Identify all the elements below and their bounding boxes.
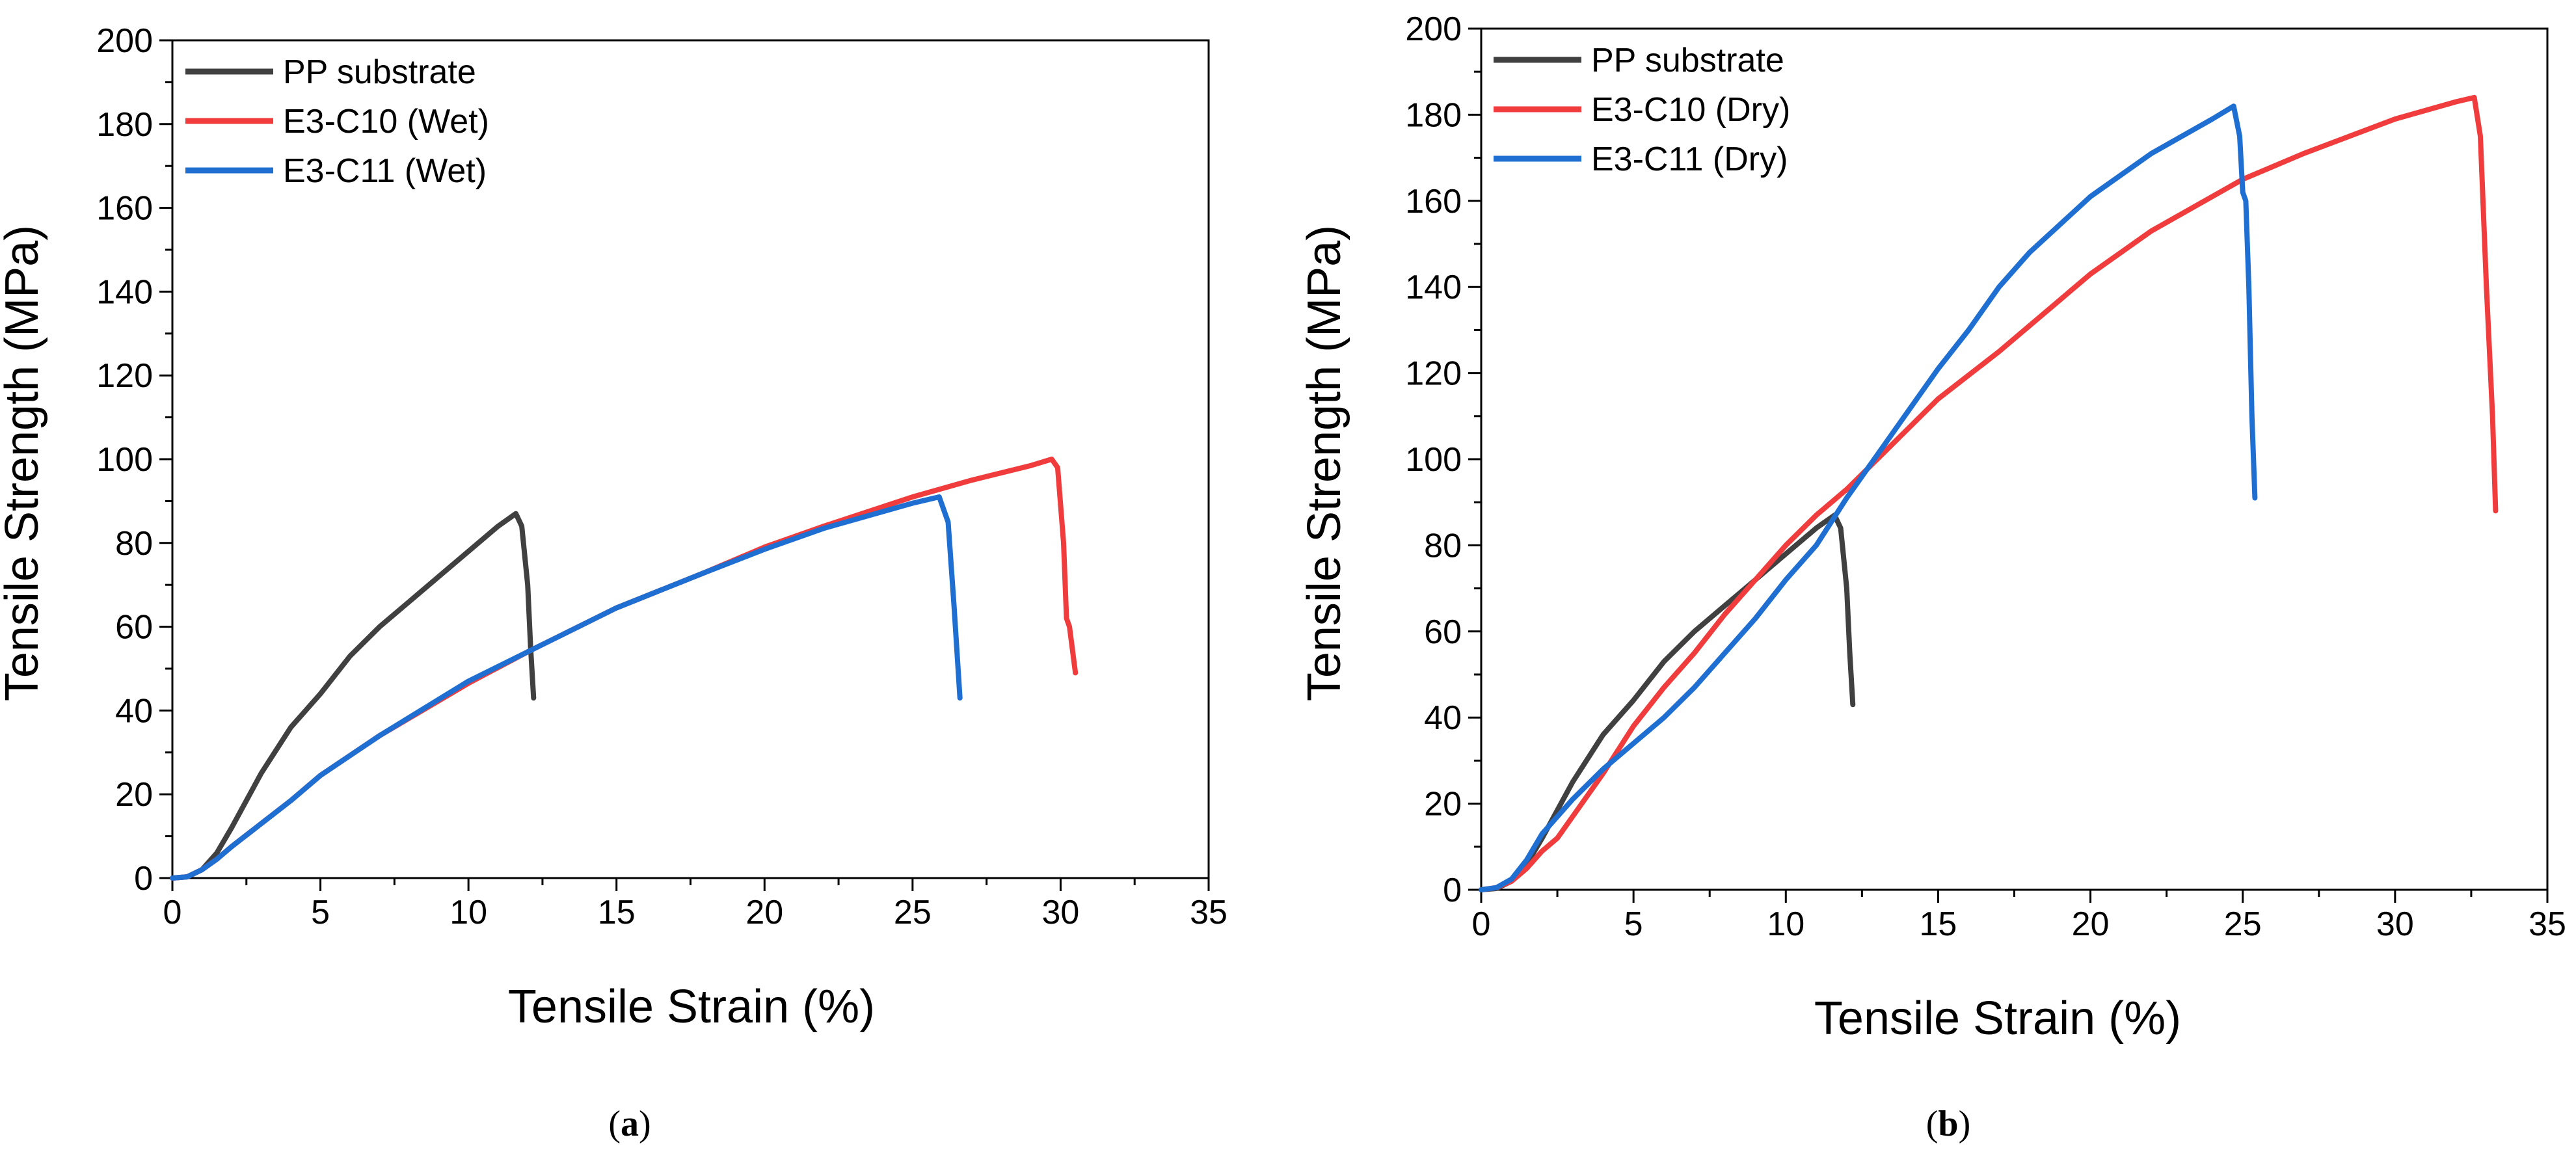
y-tick-label: 0 xyxy=(1443,872,1462,909)
legend-label: E3-C11 (Dry) xyxy=(1591,140,1788,178)
x-tick-label: 10 xyxy=(449,894,487,931)
x-tick-label: 35 xyxy=(2529,905,2566,943)
y-tick-label: 140 xyxy=(1405,269,1462,306)
y-tick-label: 40 xyxy=(1424,699,1462,737)
panel-letter-b: b xyxy=(1938,1104,1958,1144)
chart-panel-b: Tensile Strength (MPa) Tensile Strain (%… xyxy=(1298,10,2566,1144)
y-tick-label: 180 xyxy=(1405,96,1462,134)
y-tick-label: 100 xyxy=(96,441,153,479)
y-tick-label: 200 xyxy=(1405,10,1462,48)
panel-letter-a: a xyxy=(621,1104,639,1144)
x-tick-label: 30 xyxy=(2376,905,2414,943)
y-tick-label: 160 xyxy=(96,190,153,228)
panel-label-b: (b) xyxy=(1926,1104,1970,1144)
y-tick-label: 120 xyxy=(96,357,153,395)
x-tick-label: 25 xyxy=(894,894,932,931)
legend-label: E3-C10 (Wet) xyxy=(283,103,489,140)
y-axis-label: Tensile Strength (MPa) xyxy=(0,225,48,701)
y-tick-label: 140 xyxy=(96,273,153,311)
y-tick-label: 120 xyxy=(1405,355,1462,393)
x-tick-label: 15 xyxy=(598,894,636,931)
y-tick-label: 160 xyxy=(1405,183,1462,220)
series-line-pp xyxy=(1479,513,1856,892)
x-tick-label: 0 xyxy=(163,894,182,931)
x-tick-label: 30 xyxy=(1042,894,1080,931)
y-tick-label: 80 xyxy=(115,525,153,563)
y-tick-label: 60 xyxy=(115,609,153,647)
y-axis-label: Tensile Strength (MPa) xyxy=(1298,225,1350,701)
x-tick-label: 20 xyxy=(745,894,783,931)
legend-label: PP substrate xyxy=(1591,42,1784,79)
x-tick-label: 5 xyxy=(311,894,330,931)
x-tick-label: 20 xyxy=(2072,905,2110,943)
y-tick-label: 80 xyxy=(1424,527,1462,565)
y-tick-label: 40 xyxy=(115,692,153,730)
y-tick-label: 20 xyxy=(1424,786,1462,823)
y-tick-label: 60 xyxy=(1424,613,1462,651)
x-axis-label: Tensile Strain (%) xyxy=(1814,993,2181,1045)
series-line-c11 xyxy=(170,494,963,881)
x-tick-label: 0 xyxy=(1472,905,1491,943)
chart-panel-a: Tensile Strength (MPa) Tensile Strain (%… xyxy=(0,22,1228,1144)
y-tick-label: 180 xyxy=(96,106,153,144)
x-tick-label: 5 xyxy=(1624,905,1643,943)
legend-label: E3-C11 (Wet) xyxy=(283,152,487,190)
y-tick-label: 100 xyxy=(1405,441,1462,479)
x-axis-label: Tensile Strain (%) xyxy=(508,981,875,1033)
x-tick-label: 25 xyxy=(2224,905,2262,943)
y-tick-label: 200 xyxy=(96,22,153,60)
y-tick-label: 20 xyxy=(115,776,153,814)
series-line-pp xyxy=(170,511,537,881)
y-tick-label: 0 xyxy=(134,860,153,898)
panel-label-a: (a) xyxy=(608,1104,651,1144)
legend-label: E3-C10 (Dry) xyxy=(1591,91,1790,129)
series-line-c10 xyxy=(1479,94,2499,892)
x-tick-label: 35 xyxy=(1190,894,1228,931)
series-line-c11 xyxy=(1479,103,2258,892)
legend-label: PP substrate xyxy=(283,53,476,91)
x-tick-label: 15 xyxy=(1920,905,1957,943)
x-tick-label: 10 xyxy=(1767,905,1805,943)
